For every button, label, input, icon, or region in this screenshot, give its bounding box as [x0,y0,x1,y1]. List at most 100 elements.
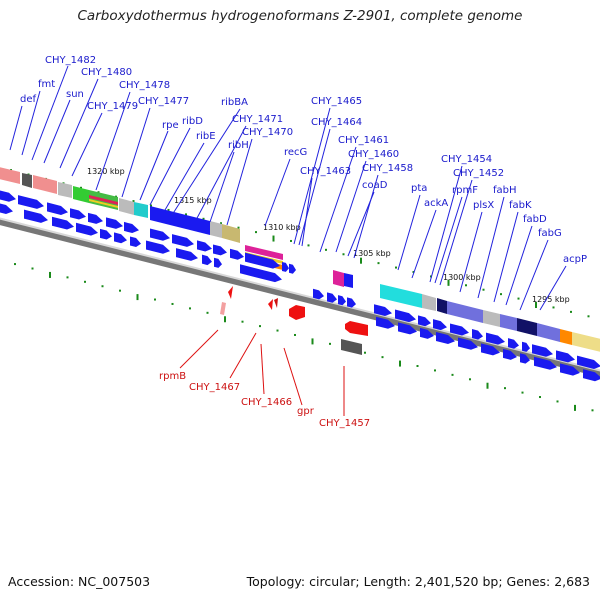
gene-arrow-rpmB [228,286,233,299]
gene-arrow [124,221,139,234]
kbp-label-1305: 1305 kbp [353,249,391,258]
gene-label-ribD: ribD [182,116,203,127]
gene-label-coaD: coaD [362,180,388,191]
gene-label-pta: pta [411,183,427,194]
map-title: Carboxydothermus hydrogenoformans Z-2901… [77,8,523,24]
gene-label-CHY-1482: CHY_1482 [45,55,96,66]
gene-label-CHY-1467: CHY_1467 [189,382,240,393]
gene-arrow [172,234,194,247]
cog-band [0,167,600,352]
gene-arrow [522,341,530,352]
gene-arrow [24,209,48,223]
gene-label-ribBA: ribBA [221,97,248,108]
gene-label-CHY-1457: CHY_1457 [319,418,370,429]
gene-arrow [532,344,553,357]
tick-marks [10,169,594,412]
gene-arrow [76,222,98,236]
gene-arrow [560,363,580,376]
gene-label-rpmB: rpmB [159,371,186,382]
gene-arrow [176,248,198,261]
gene-arrow [114,232,127,244]
gene-arrow [88,212,103,224]
gene-label-fabG: fabG [538,228,562,239]
gene-label-CHY-1471: CHY_1471 [232,114,283,125]
kbp-label-1300: 1300 kbp [443,273,481,282]
gene-arrow-CHY-1457-b [341,339,362,355]
gene-arrow [0,190,16,202]
gene-arrow [486,332,505,345]
gene-arrow [472,329,483,340]
gene-arrow [197,240,212,252]
gene-label-ribE: ribE [196,131,216,142]
gene-label-gpr: gpr [297,406,315,417]
gene-arrow [556,350,575,363]
gene-label-fabD: fabD [523,214,547,225]
gene-arrow-gpr [289,305,305,320]
gene-label-CHY-1464: CHY_1464 [311,117,362,128]
gene-label-plsX: plsX [473,200,494,211]
gene-arrow [327,292,337,303]
gene-label-fabH: fabH [493,185,517,196]
gene-arrow [282,261,289,272]
gene-arrow [520,353,530,364]
gene-arrow [214,257,222,268]
gene-arrow [0,203,13,215]
gene-arrow [433,319,447,331]
gene-arrow [534,356,557,370]
gene-arrow [18,195,44,209]
gene-label-CHY-1463: CHY_1463 [300,166,351,177]
gene-arrow [245,252,280,269]
gene-label-sun: sun [66,89,84,100]
gene-label-CHY-1470: CHY_1470 [242,127,293,138]
forward-gene-labels: def fmt CHY_1482 sun CHY_1480 CHY_1479 C… [20,55,587,265]
accession-label: Accession: NC_007503 [8,574,151,589]
gene-label-CHY-1466: CHY_1466 [241,397,292,408]
gene-arrow [577,355,600,369]
kbp-label-1315: 1315 kbp [174,196,212,205]
gene-arrow-CHY-1466 [274,298,278,308]
gene-arrow [47,202,68,215]
gene-arrow [420,327,434,339]
gene-label-ackA: ackA [424,198,448,209]
gene-arrow [481,343,500,356]
gene-label-CHY-1478: CHY_1478 [119,80,170,91]
gene-arrow [313,288,324,300]
gene-label-ribH: ribH [228,140,249,151]
kbp-labels: 1320 kbp 1315 kbp 1310 kbp 1305 kbp 1300… [87,167,570,304]
gene-arrow [374,304,392,317]
gene-arrow [70,208,86,220]
gene-label-CHY-1452: CHY_1452 [453,168,504,179]
gene-label-CHY-1460: CHY_1460 [348,149,399,160]
reverse-gene-arrows [220,286,368,355]
gene-arrow [347,297,356,308]
gene-arrow [213,244,227,256]
gene-arrow [398,322,417,335]
gene-arrow [150,228,170,241]
gene-label-CHY-1461: CHY_1461 [338,135,389,146]
gene-label-CHY-1465: CHY_1465 [311,96,362,107]
gene-arrow [106,217,123,229]
kbp-label-1310: 1310 kbp [263,223,301,232]
gene-arrow [418,315,431,327]
gene-label-fabK: fabK [509,200,532,211]
gene-label-CHY-1454: CHY_1454 [441,154,492,165]
gene-arrow [376,316,395,329]
gene-label-rpmF: rpmF [452,185,478,196]
gene-label-CHY-1458: CHY_1458 [362,163,413,174]
reverse-gene-labels: rpmB CHY_1467 CHY_1466 gpr CHY_1457 [159,371,370,429]
gene-label-acpP: acpP [563,254,587,265]
gene-arrow-CHY-1467 [268,299,273,310]
gene-label-CHY-1477: CHY_1477 [138,96,189,107]
gene-arrow [230,248,244,260]
gene-arrow [240,264,282,283]
gene-arrow [436,331,455,344]
gene-arrow [395,309,416,323]
gene-arrow [458,337,478,350]
gene-arrow [338,295,346,306]
genome-summary-label: Topology: circular; Length: 2,401,520 bp… [246,574,590,589]
forward-gene-arrows [0,190,600,382]
label-leader-lines [9,65,567,416]
gene-label-fmt: fmt [38,79,55,90]
gene-arrow-CHY-1457-a [345,321,368,336]
